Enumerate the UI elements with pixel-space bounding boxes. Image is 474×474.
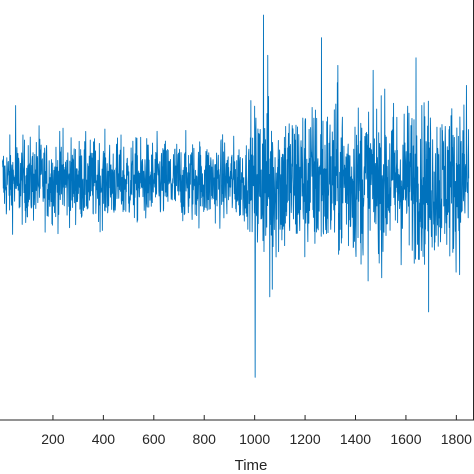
x-axis-title: Time	[235, 457, 268, 474]
x-tick-label: 1600	[390, 431, 421, 447]
x-tick-label: 1200	[289, 431, 320, 447]
series-line	[2, 14, 470, 378]
x-tick-label: 1800	[441, 431, 472, 447]
x-tick-label: 600	[142, 431, 166, 447]
x-tick-label: 1000	[239, 431, 270, 447]
series-layer	[2, 14, 470, 378]
x-tick-label: 200	[41, 431, 65, 447]
x-tick-label: 800	[193, 431, 217, 447]
x-tick-label: 1400	[340, 431, 371, 447]
x-tick-label: 400	[92, 431, 116, 447]
